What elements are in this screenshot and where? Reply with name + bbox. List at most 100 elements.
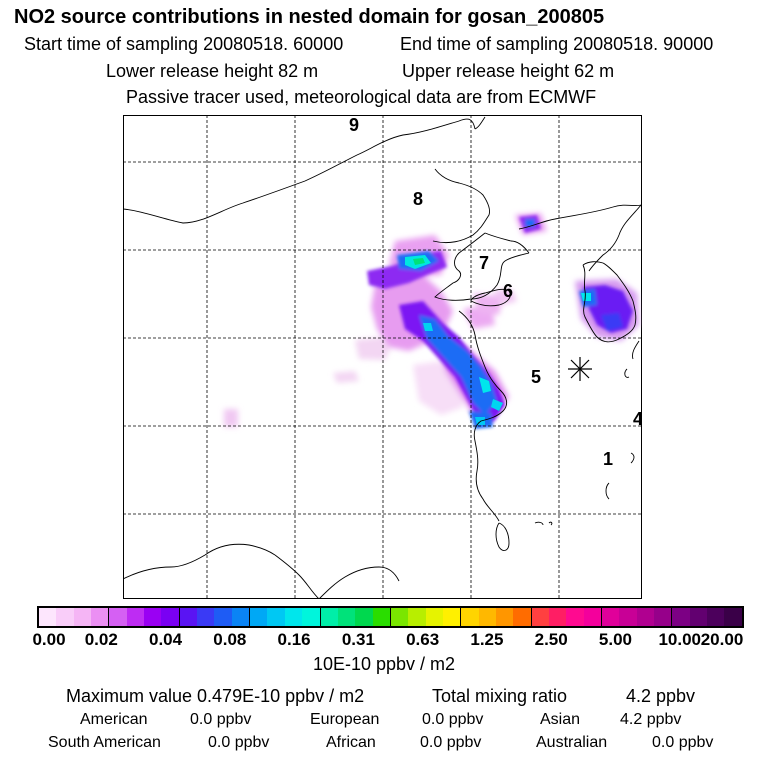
color-scale-segment: [724, 608, 742, 626]
plume-remote: [224, 409, 238, 427]
color-scale-segment: [619, 608, 637, 626]
plume-yellow-sea: [493, 289, 517, 305]
plume-blue-korea2: [601, 313, 623, 331]
lower-release-label: Lower release height 82 m: [106, 61, 319, 81]
plume-blue-core: [419, 315, 497, 415]
plume-green-north: [413, 258, 425, 265]
start-time-label: Start time of sampling 20080518. 60000: [24, 34, 344, 54]
tracer-note: Passive tracer used, meteorological data…: [126, 87, 597, 107]
african-label: African: [326, 734, 376, 751]
color-scale-tick-label: 0.63: [406, 630, 440, 649]
upper-release-label: Upper release height 62 m: [402, 61, 615, 81]
color-scale-tick-label: 0.31: [341, 630, 375, 649]
color-scale-segment: [548, 608, 567, 626]
color-scale-tick-label: 0.08: [213, 630, 247, 649]
color-scale-segment: [566, 608, 584, 626]
color-scale-bar: [37, 606, 744, 628]
australian-value: 0.0 ppbv: [652, 734, 714, 751]
trajectory-label-8: 8: [413, 189, 423, 209]
color-scale-segment: [601, 608, 620, 626]
color-scale-segment: [495, 608, 514, 626]
color-scale-tick-label: 0.02: [84, 630, 118, 649]
color-scale-segment: [178, 608, 198, 626]
color-scale-segment: [126, 608, 145, 626]
lat-lon-grid: [123, 115, 642, 599]
trajectory-label-7: 7: [479, 253, 489, 273]
color-scale-segment: [56, 608, 74, 626]
color-scale-segment: [513, 608, 531, 626]
coastlines: [123, 116, 642, 599]
color-scale-tick-label: 1.25: [470, 630, 504, 649]
color-scale-segment: [144, 608, 162, 626]
color-scale-tick-label: 0.16: [277, 630, 311, 649]
trajectory-label-5: 5: [531, 367, 541, 387]
color-scale-tick-label: 0.00: [32, 630, 66, 649]
color-scale-segment: [161, 608, 179, 626]
plume-light-south: [333, 371, 359, 383]
color-scale-segment: [337, 608, 356, 626]
trajectory-label-1: 1: [603, 449, 613, 469]
color-scale-segment: [689, 608, 708, 626]
color-scale-segment: [583, 608, 601, 626]
end-time-label: End time of sampling 20080518. 90000: [400, 34, 714, 54]
plume-cyan-korea: [581, 293, 591, 301]
south-american-label: South American: [48, 734, 161, 751]
color-scale-tick-label: 10.00: [658, 630, 701, 649]
color-scale-segment: [460, 608, 479, 626]
color-scale-segment: [231, 608, 250, 626]
plume-shandong: [473, 293, 503, 315]
plume-cyan-core3: [491, 399, 503, 411]
color-scale-segment: [425, 608, 443, 626]
color-scale-segment: [197, 608, 215, 626]
color-scale-segment: [372, 608, 390, 626]
total-mixing-label: Total mixing ratio: [432, 686, 568, 706]
plume-cyan-core2: [479, 377, 491, 393]
color-scale-tick-label: 20.00: [700, 630, 744, 649]
total-mixing-value: 4.2 ppbv: [626, 686, 696, 706]
plume-light-west: [355, 337, 391, 360]
map-panel: 9 8 7 6 5 4 1: [123, 115, 642, 599]
color-scale-segment: [302, 608, 320, 626]
asian-label: Asian: [540, 711, 581, 728]
color-scale-segment: [636, 608, 655, 626]
color-scale-segment: [39, 608, 57, 626]
plume-cyan-core1: [423, 323, 433, 331]
american-label: American: [80, 711, 148, 728]
units-label: 10E-10 ppbv / m2: [312, 654, 456, 674]
page-title: NO2 source contributions in nested domai…: [14, 6, 605, 28]
trajectory-label-4: 4: [633, 409, 642, 429]
color-scale-tick-label: 0.04: [148, 630, 183, 649]
color-scale-segment: [249, 608, 268, 626]
european-label: European: [310, 711, 380, 728]
color-scale-segment: [108, 608, 127, 626]
color-scale-segment: [671, 608, 690, 626]
color-scale-segment: [267, 608, 285, 626]
australian-label: Australian: [536, 734, 608, 751]
color-scale-segment: [214, 608, 232, 626]
american-value: 0.0 ppbv: [190, 711, 252, 728]
south-american-value: 0.0 ppbv: [208, 734, 270, 751]
color-scale-segment: [408, 608, 426, 626]
max-value-label: Maximum value 0.479E-10 ppbv / m2: [66, 686, 365, 706]
color-scale-segment: [442, 608, 461, 626]
color-scale-tick-label: 2.50: [534, 630, 568, 649]
color-scale-segment: [654, 608, 672, 626]
plume-cyan-south: [475, 417, 485, 425]
trajectory-label-9: 9: [349, 115, 359, 135]
color-scale-segment: [355, 608, 373, 626]
color-scale-segment: [73, 608, 92, 626]
color-scale-segment: [707, 608, 725, 626]
color-scale-segment: [389, 608, 409, 626]
color-scale-segment: [530, 608, 549, 626]
asterisk-icon: [568, 357, 592, 381]
color-scale-segment: [91, 608, 109, 626]
color-scale-segment: [478, 608, 496, 626]
african-value: 0.0 ppbv: [420, 734, 482, 751]
color-scale-tick-label: 5.00: [598, 630, 632, 649]
asian-value: 4.2 ppbv: [620, 711, 682, 728]
trajectory-label-6: 6: [503, 281, 513, 301]
trajectory-labels: 9 8 7 6 5 4 1: [349, 115, 642, 469]
color-scale-segment: [284, 608, 303, 626]
color-scale-segment: [319, 608, 338, 626]
european-value: 0.0 ppbv: [422, 711, 484, 728]
